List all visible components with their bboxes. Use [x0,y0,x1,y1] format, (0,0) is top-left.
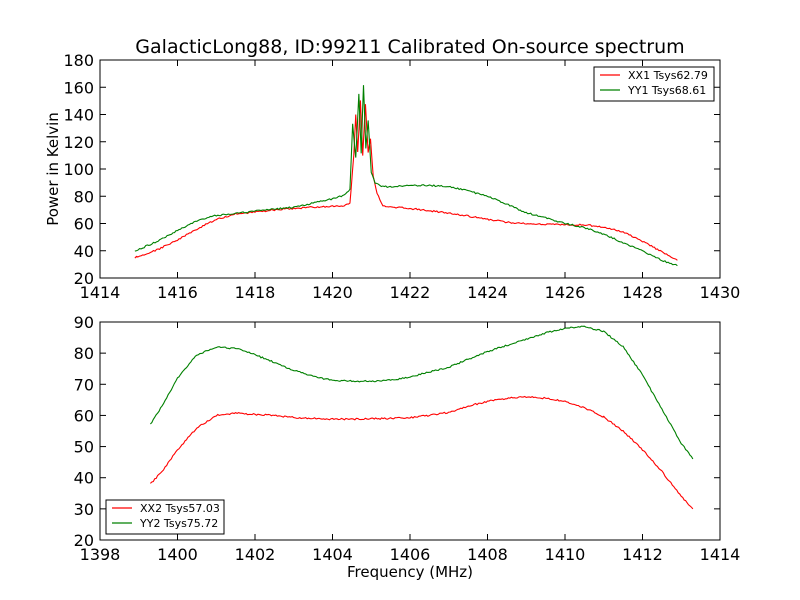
x-tick-label: 1416 [157,283,198,302]
legend: XX1 Tsys62.79 YY1 Tsys68.61 [593,66,715,102]
x-tick-label: 1426 [545,283,586,302]
x-tick-label: 1420 [312,283,353,302]
y-tick-label: 180 [63,51,94,70]
x-axis-label: Frequency (MHz) [347,563,473,581]
legend-label: YY2 Tsys75.72 [139,517,218,530]
x-tick-label: 1412 [622,545,663,564]
y-tick-label: 60 [74,406,94,425]
x-tick-label: 1428 [622,283,663,302]
series-line-2 [149,325,694,460]
y-tick-label: 90 [74,313,94,332]
legend-box [593,66,715,102]
x-tick-label: 1404 [312,545,353,564]
y-tick-label: 80 [74,187,94,206]
y-tick-label: 120 [63,133,94,152]
y-tick-label: 80 [74,344,94,363]
y-tick-label: 50 [74,438,94,457]
legend-label: XX2 Tsys57.03 [140,502,220,515]
x-tick-label: 1414 [700,545,741,564]
legend-box [105,499,225,535]
y-tick-label: 70 [74,375,94,394]
series-line-1 [134,100,678,261]
series-line-1 [149,395,694,510]
y-axis-label: Power in Kelvin [44,112,62,226]
y-tick-label: 40 [74,469,94,488]
series-line-2 [134,85,678,267]
x-tick-label: 1414 [80,283,121,302]
x-tick-label: 1402 [235,545,276,564]
y-tick-label: 20 [74,531,94,550]
y-tick-label: 60 [74,215,94,234]
chart-title: GalacticLong88, ID:99211 Calibrated On-s… [135,36,684,58]
legend-label: YY1 Tsys68.61 [627,84,706,97]
legend: XX2 Tsys57.03 YY2 Tsys75.72 [105,499,225,535]
y-tick-label: 140 [63,106,94,125]
y-tick-label: 30 [74,500,94,519]
x-tick-label: 1400 [157,545,198,564]
x-tick-label: 1418 [235,283,276,302]
x-tick-label: 1424 [467,283,508,302]
x-tick-label: 1406 [390,545,431,564]
y-tick-label: 100 [63,160,94,179]
top-panel: 1414 1416 1418 1420 1422 1424 1426 1428 1430 20 40… [44,51,740,302]
legend-label: XX1 Tsys62.79 [628,69,708,82]
x-tick-label: 1408 [467,545,508,564]
x-tick-label: 1398 [80,545,121,564]
y-tick-label: 160 [63,78,94,97]
x-tick-label: 1422 [390,283,431,302]
y-tick-label: 40 [74,242,94,261]
x-tick-label: 1430 [700,283,741,302]
y-tick-label: 20 [74,269,94,288]
x-tick-label: 1410 [545,545,586,564]
bottom-panel: 1398 1400 1402 1404 1406 1408 1410 1412 1414 20 30… [74,313,741,581]
